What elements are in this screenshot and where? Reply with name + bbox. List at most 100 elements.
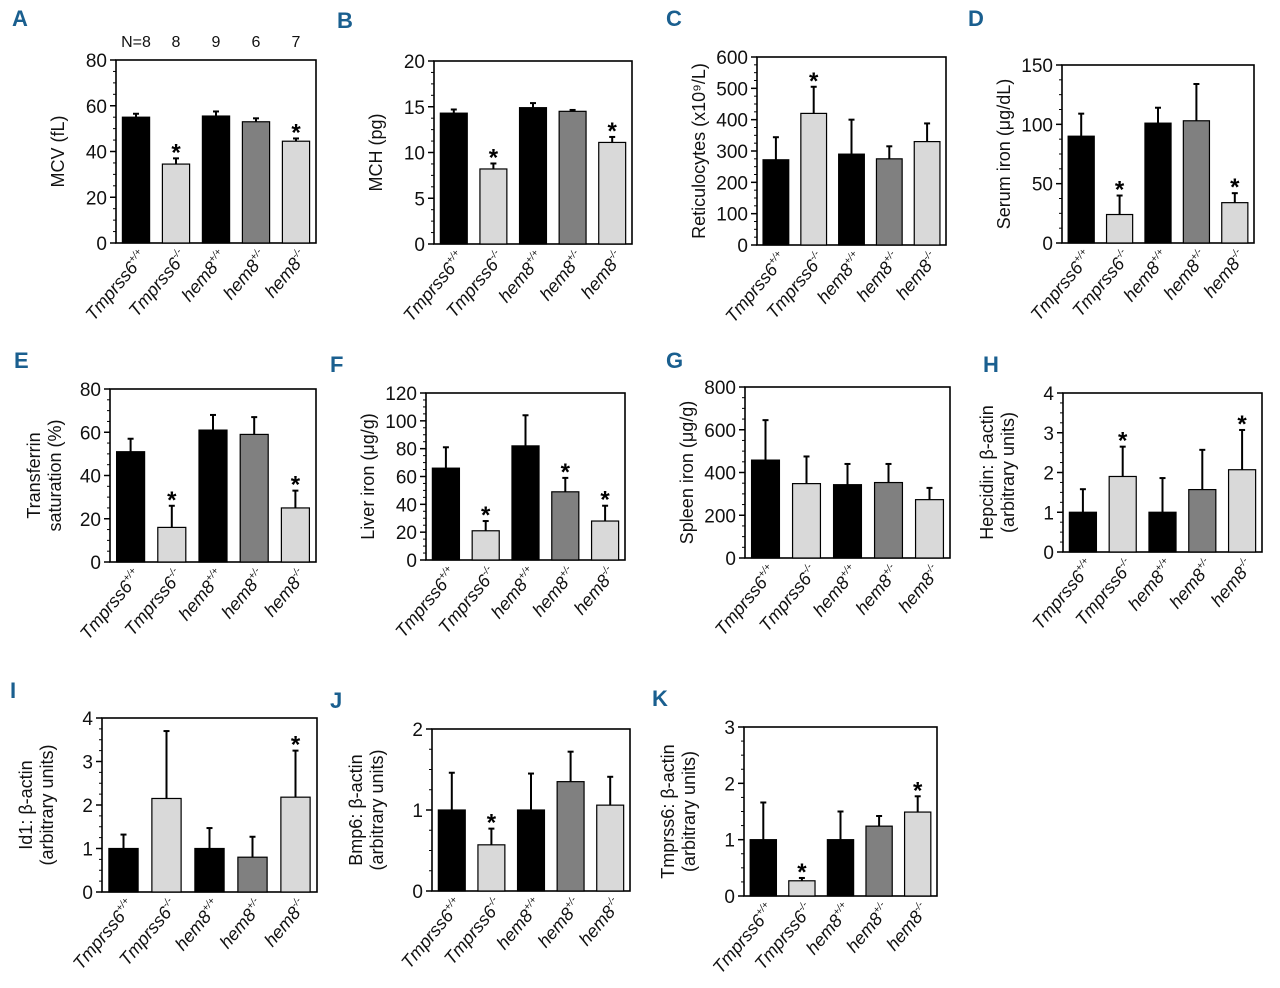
y-tick-label: 15 xyxy=(404,98,425,119)
n-label: N=8 xyxy=(121,34,151,51)
y-tick-label: 400 xyxy=(716,111,748,132)
bar-hem8+/+ xyxy=(1144,122,1172,244)
bar-hem8+/- xyxy=(1182,120,1211,244)
category-name: hem8 xyxy=(260,573,304,620)
category-label: hem8+/- xyxy=(219,246,271,303)
y-tick-label: 200 xyxy=(716,173,748,194)
panel-label: B xyxy=(337,8,353,33)
bar-hem8-/- xyxy=(1227,469,1257,553)
category-label: hem8+/- xyxy=(1165,555,1217,612)
significance-star: * xyxy=(171,139,181,166)
y-tick-label: 600 xyxy=(716,48,748,69)
bar-hem8-/- xyxy=(280,507,311,563)
bar-hem8+/- xyxy=(241,121,271,244)
category-label: hem8+/+ xyxy=(171,896,225,955)
y-axis-label: MCV (fL) xyxy=(48,116,68,188)
category-name: hem8 xyxy=(492,906,536,953)
category-label: hem8+/- xyxy=(536,247,588,304)
bar-Tmprss6-/- xyxy=(161,163,191,244)
y-axis-label-line: Bmp6: β-actin xyxy=(346,754,366,865)
category-label: hem8+/+ xyxy=(809,562,863,621)
y-tick-label: 300 xyxy=(716,142,748,163)
panel-label: H xyxy=(983,352,999,377)
category-label: hem8+/- xyxy=(528,563,580,620)
bar-Tmprss6-/- xyxy=(151,797,182,893)
category-name: hem8 xyxy=(1165,565,1209,612)
n-label: 6 xyxy=(252,34,261,51)
bar-hem8-/- xyxy=(280,796,311,893)
category-label: hem8-/- xyxy=(892,248,943,303)
panel-label: G xyxy=(666,348,683,373)
y-tick-label: 1 xyxy=(82,840,93,861)
panel-label: A xyxy=(12,6,28,31)
bar-Tmprss6-/- xyxy=(791,483,822,559)
bar-hem8+/+ xyxy=(1148,511,1177,553)
y-axis-label: Id1: β-actin(arbitrary units) xyxy=(16,744,57,865)
significance-star: * xyxy=(608,118,618,145)
bar-Tmprss6+/+ xyxy=(431,467,461,561)
category-label: hem8-/- xyxy=(260,565,311,620)
y-tick-label: 20 xyxy=(80,510,101,531)
bar-Tmprss6+/+ xyxy=(437,809,466,892)
y-tick-label: 80 xyxy=(80,380,101,401)
category-label: hem8-/- xyxy=(261,246,312,301)
significance-star: * xyxy=(167,487,177,514)
y-axis-label: Spleen iron (μg/g) xyxy=(677,401,697,544)
y-axis-label: Bmp6: β-actin(arbitrary units) xyxy=(346,749,387,870)
y-axis-label-line: saturation (%) xyxy=(45,419,65,531)
y-tick-label: 40 xyxy=(80,467,101,488)
y-tick-label: 2 xyxy=(1043,464,1054,485)
bar-Tmprss6+/+ xyxy=(762,159,790,246)
bar-hem8-/- xyxy=(913,141,941,246)
y-axis-label: Liver iron (μg/g) xyxy=(358,413,378,539)
y-tick-label: 0 xyxy=(90,553,101,574)
y-tick-label: 0 xyxy=(1042,234,1053,255)
y-axis-label: Hepcidin: β-actin(arbitrary units) xyxy=(977,405,1018,539)
category-name: Tmprss6 xyxy=(115,902,176,969)
y-tick-label: 3 xyxy=(724,718,735,739)
bar-hem8-/- xyxy=(1221,202,1249,244)
panel-label: C xyxy=(666,6,682,31)
bar-hem8+/+ xyxy=(832,484,863,559)
bar-hem8+/+ xyxy=(838,153,865,246)
y-tick-label: 40 xyxy=(396,495,417,516)
y-tick-label: 4 xyxy=(1043,384,1054,405)
y-axis-label-line: (arbitrary units) xyxy=(998,412,1018,533)
y-tick-label: 0 xyxy=(414,235,425,256)
category-name: hem8 xyxy=(261,254,305,301)
y-tick-label: 600 xyxy=(704,421,736,442)
bar-hem8-/- xyxy=(914,499,945,559)
category-name: hem8 xyxy=(802,911,846,958)
bar-Tmprss6-/- xyxy=(157,526,187,563)
bar-Tmprss6-/- xyxy=(800,112,828,246)
category-label: hem8+/- xyxy=(852,561,904,618)
category-name: hem8 xyxy=(534,904,578,951)
category-label: hem8+/- xyxy=(216,895,268,952)
y-axis-label-line: Spleen iron (μg/g) xyxy=(677,401,697,544)
category-name: hem8 xyxy=(536,257,580,304)
n-label: 7 xyxy=(292,34,301,51)
y-tick-label: 1 xyxy=(724,831,735,852)
category-label: hem8+/+ xyxy=(492,895,546,954)
category-name: hem8 xyxy=(174,577,218,624)
y-tick-label: 0 xyxy=(96,234,107,255)
y-tick-label: 3 xyxy=(1043,424,1054,445)
category-label: hem8-/- xyxy=(570,563,621,618)
bar-hem8+/+ xyxy=(518,107,548,245)
category-name: hem8 xyxy=(1207,563,1251,610)
y-axis-label-line: Reticulocytes (x10⁹/L) xyxy=(689,63,709,239)
panel-H: H 0 1 2 3 4 Hepcidin: β-actin(arbitrary units)… xyxy=(977,352,1263,633)
bar-hem8+/- xyxy=(1188,488,1217,553)
y-tick-label: 2 xyxy=(82,796,93,817)
category-label: hem8+/- xyxy=(217,565,269,622)
category-name: hem8 xyxy=(882,907,926,954)
category-name: hem8 xyxy=(852,571,896,618)
category-label: hem8-/- xyxy=(1200,246,1251,301)
y-axis-label: Tmprss6: β-actin(arbitrary units) xyxy=(658,744,699,878)
y-tick-label: 0 xyxy=(406,551,417,572)
bar-Tmprss6-/- xyxy=(1105,213,1134,244)
panel-label: F xyxy=(330,352,343,377)
